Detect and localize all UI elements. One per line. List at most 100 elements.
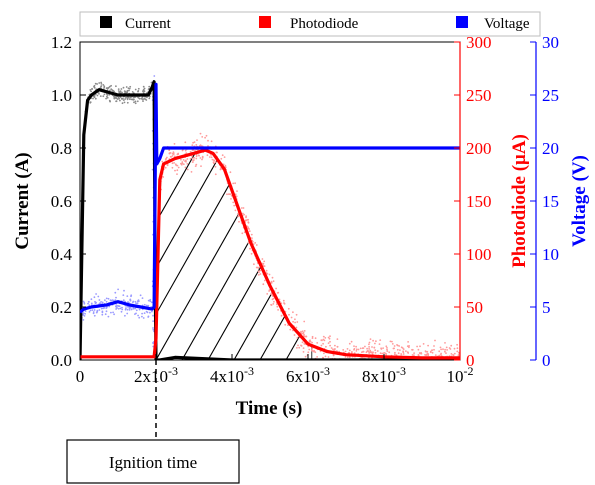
noise-point bbox=[134, 100, 137, 103]
noise-point bbox=[353, 347, 356, 350]
photodiode-tick-label: 250 bbox=[466, 86, 492, 105]
noise-point bbox=[99, 95, 102, 97]
legend-swatch-voltage bbox=[456, 16, 468, 28]
noise-point bbox=[324, 355, 327, 358]
noise-point bbox=[95, 293, 97, 295]
hatch-line bbox=[156, 150, 312, 360]
noise-point bbox=[434, 364, 436, 366]
noise-point bbox=[143, 87, 146, 90]
noise-point bbox=[445, 364, 447, 366]
noise-point bbox=[171, 166, 174, 169]
noise-point bbox=[417, 348, 420, 351]
noise-point bbox=[142, 317, 145, 319]
noise-point bbox=[442, 366, 444, 368]
noise-point bbox=[373, 346, 376, 349]
noise-point bbox=[292, 311, 294, 314]
noise-point bbox=[129, 298, 132, 301]
noise-point bbox=[407, 341, 409, 343]
noise-point bbox=[181, 162, 184, 165]
noise-point bbox=[195, 157, 198, 160]
noise-point bbox=[384, 363, 386, 365]
noise-point bbox=[133, 101, 135, 104]
noise-point bbox=[108, 85, 111, 88]
noise-point bbox=[426, 364, 428, 366]
noise-point bbox=[376, 350, 379, 352]
noise-point bbox=[359, 347, 362, 350]
noise-point bbox=[185, 152, 188, 155]
noise-point bbox=[115, 100, 118, 102]
noise-point bbox=[357, 348, 360, 351]
noise-point bbox=[402, 353, 405, 355]
noise-point bbox=[247, 221, 250, 224]
noise-point bbox=[385, 345, 388, 348]
noise-point bbox=[180, 158, 182, 161]
noise-point bbox=[193, 156, 196, 159]
noise-point bbox=[173, 162, 176, 164]
noise-point bbox=[219, 167, 222, 169]
noise-point bbox=[391, 343, 394, 345]
noise-point bbox=[413, 352, 415, 354]
spike-point bbox=[152, 328, 155, 331]
ignition-label: Ignition time bbox=[109, 453, 197, 472]
noise-point bbox=[405, 361, 407, 363]
noise-point bbox=[199, 132, 202, 135]
noise-point bbox=[89, 101, 92, 103]
noise-point bbox=[399, 361, 401, 363]
noise-point bbox=[342, 369, 344, 371]
noise-point bbox=[124, 98, 127, 100]
noise-point bbox=[364, 345, 366, 348]
noise-point bbox=[304, 355, 307, 358]
noise-point bbox=[355, 368, 357, 370]
noise-point bbox=[185, 160, 187, 163]
noise-point bbox=[108, 305, 111, 308]
noise-point bbox=[193, 141, 196, 144]
noise-point bbox=[421, 362, 423, 364]
noise-point bbox=[344, 350, 347, 353]
noise-point bbox=[96, 83, 98, 85]
noise-point bbox=[242, 212, 244, 215]
noise-point bbox=[311, 335, 314, 338]
noise-point bbox=[369, 338, 372, 340]
noise-point bbox=[142, 98, 144, 101]
noise-point bbox=[311, 337, 314, 339]
noise-point bbox=[121, 91, 123, 94]
noise-point bbox=[361, 356, 364, 359]
photodiode-tick-label: 100 bbox=[466, 245, 492, 264]
noise-point bbox=[346, 356, 349, 358]
noise-point bbox=[104, 313, 107, 316]
noise-point bbox=[398, 345, 401, 347]
noise-point bbox=[117, 90, 120, 92]
noise-point bbox=[425, 370, 427, 372]
noise-point bbox=[400, 346, 403, 349]
left-tick-label: 0.8 bbox=[51, 139, 72, 158]
noise-point bbox=[123, 90, 126, 92]
noise-point bbox=[107, 315, 110, 318]
noise-point bbox=[453, 352, 456, 355]
ignition-label-box bbox=[66, 439, 240, 484]
noise-point bbox=[119, 307, 122, 310]
noise-point bbox=[194, 165, 197, 168]
noise-point bbox=[437, 370, 439, 372]
noise-point bbox=[82, 319, 85, 321]
noise-point bbox=[112, 311, 114, 314]
noise-point bbox=[411, 348, 414, 351]
noise-point bbox=[126, 97, 129, 99]
noise-point bbox=[362, 350, 365, 353]
noise-point bbox=[429, 367, 431, 369]
noise-point bbox=[333, 348, 336, 351]
noise-point bbox=[226, 193, 228, 196]
noise-point bbox=[184, 149, 187, 152]
noise-layer bbox=[80, 75, 460, 372]
noise-point bbox=[427, 354, 429, 357]
noise-point bbox=[106, 94, 109, 96]
noise-point bbox=[303, 333, 305, 336]
noise-point bbox=[441, 365, 443, 367]
noise-point bbox=[448, 364, 450, 366]
noise-point bbox=[381, 352, 384, 355]
noise-point bbox=[195, 155, 198, 158]
noise-point bbox=[311, 341, 313, 344]
noise-point bbox=[348, 351, 351, 354]
noise-point bbox=[327, 342, 330, 344]
noise-point bbox=[417, 354, 420, 356]
noise-point bbox=[314, 337, 317, 340]
